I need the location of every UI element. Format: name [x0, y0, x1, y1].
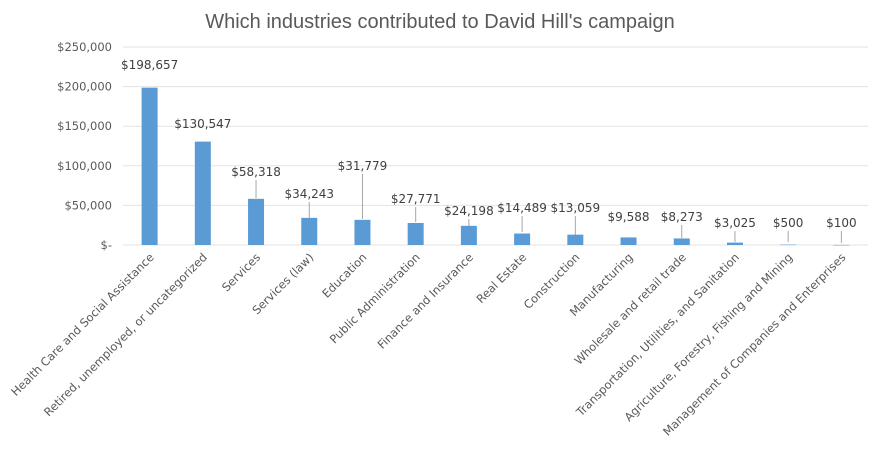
- y-tick-label: $100,000: [57, 159, 112, 173]
- bar: [248, 198, 265, 245]
- bar: [194, 141, 211, 245]
- data-label: $8,273: [661, 210, 703, 224]
- data-label: $34,243: [284, 187, 334, 201]
- y-tick-label: $250,000: [57, 40, 112, 54]
- category-label: Services: [219, 250, 263, 294]
- bar: [726, 242, 743, 245]
- category-label: Management of Companies and Enterprises: [660, 250, 848, 438]
- data-label: $31,779: [338, 159, 388, 173]
- bar: [141, 87, 158, 245]
- bar: [301, 217, 318, 245]
- data-label: $3,025: [714, 216, 756, 230]
- bars: [141, 87, 850, 246]
- data-label: $58,318: [231, 165, 281, 179]
- y-tick-label: $-: [101, 238, 112, 252]
- data-label: $27,771: [391, 192, 441, 206]
- bar: [567, 234, 584, 245]
- data-label: $9,588: [608, 210, 650, 224]
- bar: [780, 244, 797, 246]
- y-tick-label: $200,000: [57, 80, 112, 94]
- data-label: $198,657: [121, 58, 178, 72]
- data-label: $14,489: [497, 201, 547, 215]
- y-tick-label: $150,000: [57, 119, 112, 133]
- y-axis-tick-labels: $- $50,000 $100,000 $150,000 $200,000 $250,00…: [57, 40, 112, 252]
- category-label: Public Administration: [327, 250, 423, 346]
- data-label: $13,059: [551, 201, 601, 215]
- bar: [833, 244, 850, 246]
- bar: [620, 237, 637, 245]
- data-label: $130,547: [174, 117, 231, 131]
- bar: [407, 223, 424, 245]
- category-label: Real Estate: [473, 250, 529, 306]
- data-label: $24,198: [444, 204, 494, 218]
- category-label: Education: [319, 250, 369, 300]
- bar: [514, 233, 531, 245]
- category-label: Finance and Insurance: [375, 250, 476, 351]
- data-labels: $198,657 $130,547 $58,318$34,243 $31,779 $27…: [121, 58, 857, 230]
- x-axis-category-labels: Health Care and Social AssistanceRetired…: [8, 250, 848, 438]
- category-label: Wholesale and retail trade: [571, 250, 688, 367]
- chart-title: Which industries contributed to David Hi…: [205, 11, 675, 33]
- data-label: $500: [773, 216, 804, 230]
- gridlines: [123, 46, 868, 246]
- data-label-leader-lines: [255, 174, 842, 243]
- bar: [460, 225, 477, 245]
- bar: [354, 219, 371, 245]
- y-tick-label: $50,000: [64, 198, 112, 212]
- data-label: $100: [826, 216, 857, 230]
- bar: [673, 238, 690, 245]
